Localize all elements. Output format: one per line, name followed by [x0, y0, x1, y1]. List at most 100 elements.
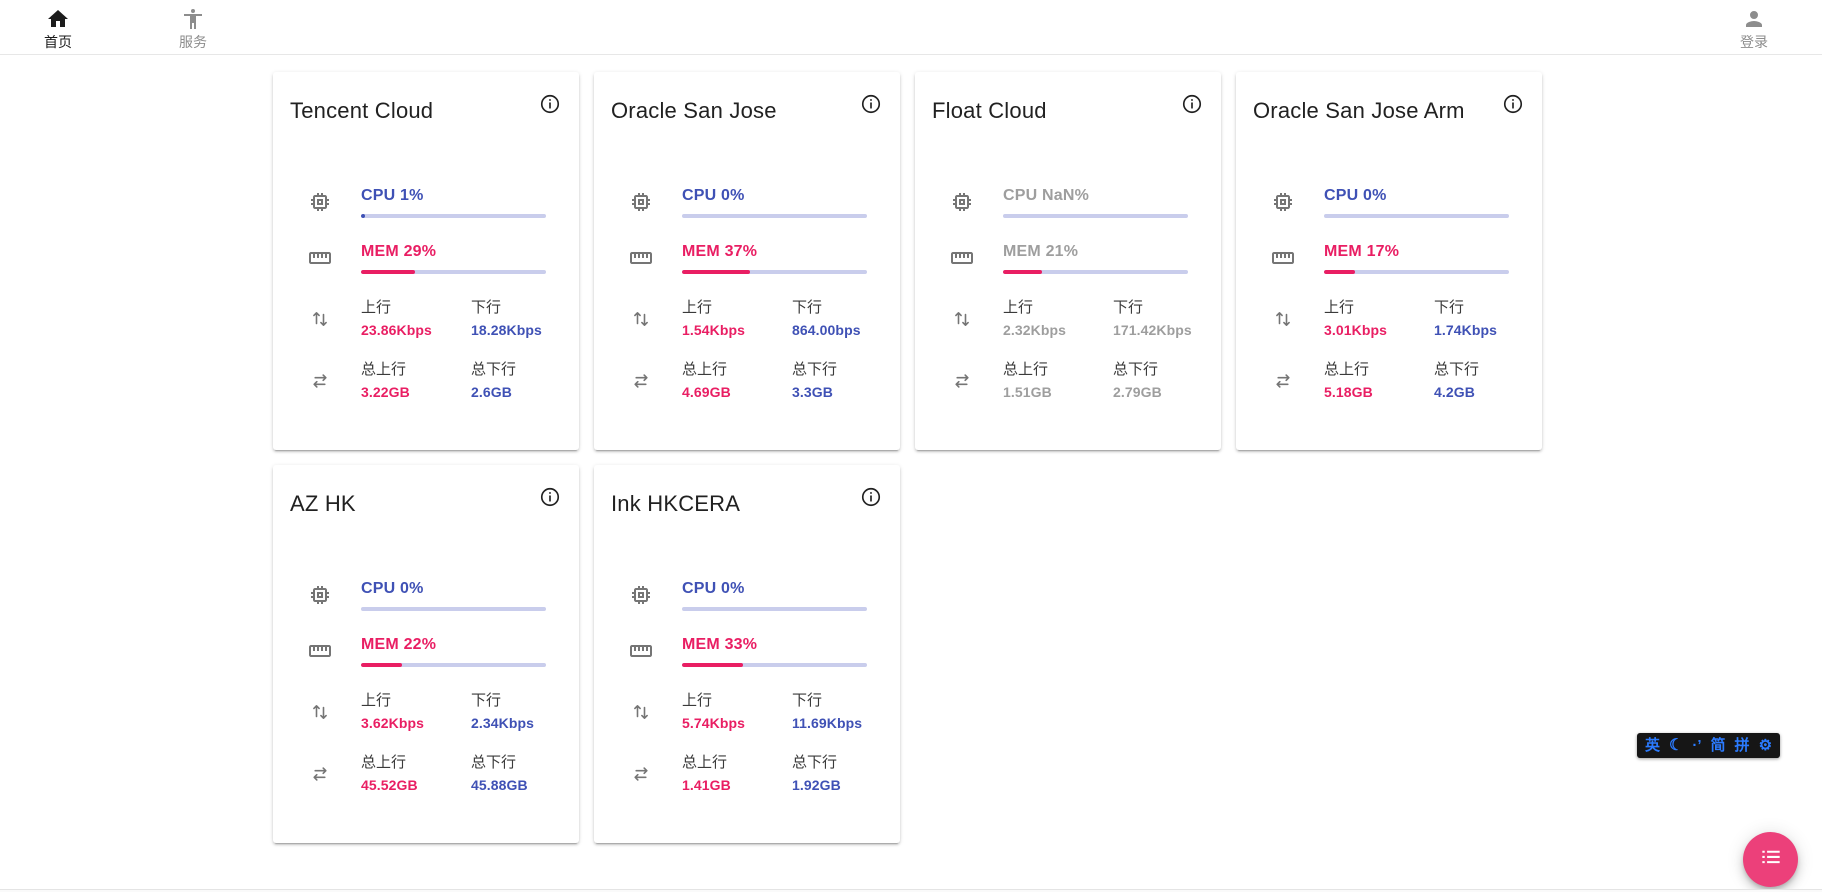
ime-pinyin-mode[interactable]: 拼 [1734, 737, 1750, 754]
download-label: 下行 [1434, 299, 1465, 316]
total-download-value: 4.2GB [1434, 384, 1475, 400]
nav-item-home[interactable]: 首页 [18, 3, 98, 52]
cpu-chip-icon [629, 583, 653, 607]
mem-usage-label: MEM 33% [682, 636, 758, 653]
mem-progress-fill [682, 663, 744, 667]
mem-row: MEM 29% [308, 242, 546, 274]
card-stats: CPU NaN% MEM 21% [950, 186, 1192, 401]
info-icon[interactable] [860, 93, 882, 115]
download-label: 下行 [792, 299, 823, 316]
cpu-usage-label: CPU 0% [1324, 187, 1387, 204]
cpu-progress-bar [1003, 214, 1188, 218]
cpu-chip-icon [308, 190, 332, 214]
swap-vertical-arrows-icon [308, 700, 332, 724]
info-icon[interactable] [1181, 93, 1203, 115]
nav-item-services[interactable]: 服务 [153, 3, 233, 52]
ime-simplified-mode[interactable]: 简 [1710, 737, 1726, 754]
cpu-usage-label: CPU 0% [682, 187, 745, 204]
mem-row: MEM 22% [308, 635, 546, 667]
mem-row: MEM 21% [950, 242, 1188, 274]
cpu-row: CPU 0% [629, 579, 867, 611]
card-stats: CPU 0% MEM 22% [308, 579, 546, 794]
download-label: 下行 [471, 692, 502, 709]
upload-label: 上行 [1003, 299, 1034, 316]
card-header: Oracle San Jose Arm [1236, 72, 1542, 124]
info-icon[interactable] [860, 486, 882, 508]
swap-vertical-arrows-icon [1271, 307, 1295, 331]
server-name: Float Cloud [932, 98, 1047, 123]
upload-label: 上行 [682, 299, 713, 316]
download-value: 1.74Kbps [1434, 322, 1498, 338]
swap-horizontal-arrows-icon [950, 369, 974, 393]
upload-value: 2.32Kbps [1003, 322, 1067, 338]
network-total-row: 总上行 1.51GB 总下行 2.79GB [950, 360, 1188, 401]
server-card: Ink HKCERA CPU 0% [594, 465, 900, 843]
card-header: Ink HKCERA [594, 465, 900, 517]
network-speed-row: 上行 3.01Kbps 下行 1.74Kbps [1271, 298, 1509, 339]
total-download-label: 总下行 [471, 361, 517, 378]
swap-horizontal-arrows-icon [308, 369, 332, 393]
total-upload-label: 总上行 [361, 361, 407, 378]
upload-value: 5.74Kbps [682, 715, 746, 731]
network-total-row: 总上行 3.22GB 总下行 2.6GB [308, 360, 546, 401]
cpu-chip-icon [308, 583, 332, 607]
mem-ruler-icon [629, 246, 653, 270]
card-stats: CPU 0% MEM 37% [629, 186, 867, 401]
cpu-progress-bar [682, 607, 867, 611]
server-card: AZ HK CPU 0% [273, 465, 579, 843]
mem-progress-fill [1003, 270, 1042, 274]
mem-usage-label: MEM 17% [1324, 243, 1400, 260]
network-total-row: 总上行 4.69GB 总下行 3.3GB [629, 360, 867, 401]
nav-login-label: 登录 [1740, 33, 1768, 50]
ime-settings-gear-icon[interactable]: ⚙ [1758, 737, 1773, 754]
ime-halfwidth-moon-icon[interactable]: ☾ [1669, 737, 1684, 754]
network-speed-row: 上行 1.54Kbps 下行 864.00bps [629, 298, 867, 339]
mem-progress-fill [682, 270, 751, 274]
card-stats: CPU 1% MEM 29% [308, 186, 546, 401]
total-download-label: 总下行 [792, 361, 838, 378]
download-label: 下行 [792, 692, 823, 709]
total-download-label: 总下行 [1113, 361, 1159, 378]
download-label: 下行 [1113, 299, 1144, 316]
swap-vertical-arrows-icon [308, 307, 332, 331]
server-list-fab-button[interactable] [1743, 832, 1798, 887]
info-icon[interactable] [539, 486, 561, 508]
nav-home-label: 首页 [44, 33, 72, 50]
total-download-value: 2.6GB [471, 384, 512, 400]
total-upload-value: 1.41GB [682, 777, 731, 793]
cpu-progress-bar [361, 607, 546, 611]
cpu-row: CPU 0% [629, 186, 867, 218]
ime-punctuation-mode[interactable]: ·’ [1692, 737, 1702, 754]
cpu-chip-icon [950, 190, 974, 214]
total-download-label: 总下行 [792, 754, 838, 771]
download-value: 864.00bps [792, 322, 861, 338]
server-card: Float Cloud CPU NaN% [915, 72, 1221, 450]
mem-progress-bar [682, 663, 867, 667]
cpu-progress-fill [361, 214, 365, 218]
info-icon[interactable] [539, 93, 561, 115]
total-upload-label: 总上行 [682, 754, 728, 771]
server-name: Oracle San Jose Arm [1253, 98, 1465, 123]
total-upload-value: 3.22GB [361, 384, 410, 400]
upload-label: 上行 [361, 299, 392, 316]
network-speed-row: 上行 5.74Kbps 下行 11.69Kbps [629, 691, 867, 732]
cpu-progress-bar [361, 214, 546, 218]
network-total-row: 总上行 1.41GB 总下行 1.92GB [629, 753, 867, 794]
ime-language-mode[interactable]: 英 [1645, 737, 1661, 754]
total-download-value: 1.92GB [792, 777, 841, 793]
total-download-label: 总下行 [471, 754, 517, 771]
network-speed-row: 上行 2.32Kbps 下行 171.42Kbps [950, 298, 1192, 339]
mem-progress-fill [1324, 270, 1356, 274]
total-download-value: 45.88GB [471, 777, 528, 793]
network-speed-row: 上行 23.86Kbps 下行 18.28Kbps [308, 298, 546, 339]
info-icon[interactable] [1502, 93, 1524, 115]
nav-item-login[interactable]: 登录 [1714, 3, 1794, 52]
card-stats: CPU 0% MEM 17% [1271, 186, 1509, 401]
mem-ruler-icon [629, 639, 653, 663]
cpu-row: CPU 0% [1271, 186, 1509, 218]
upload-label: 上行 [361, 692, 392, 709]
cpu-usage-label: CPU NaN% [1003, 187, 1090, 204]
card-header: Float Cloud [915, 72, 1221, 124]
server-name: Ink HKCERA [611, 491, 741, 516]
cpu-row: CPU NaN% [950, 186, 1188, 218]
